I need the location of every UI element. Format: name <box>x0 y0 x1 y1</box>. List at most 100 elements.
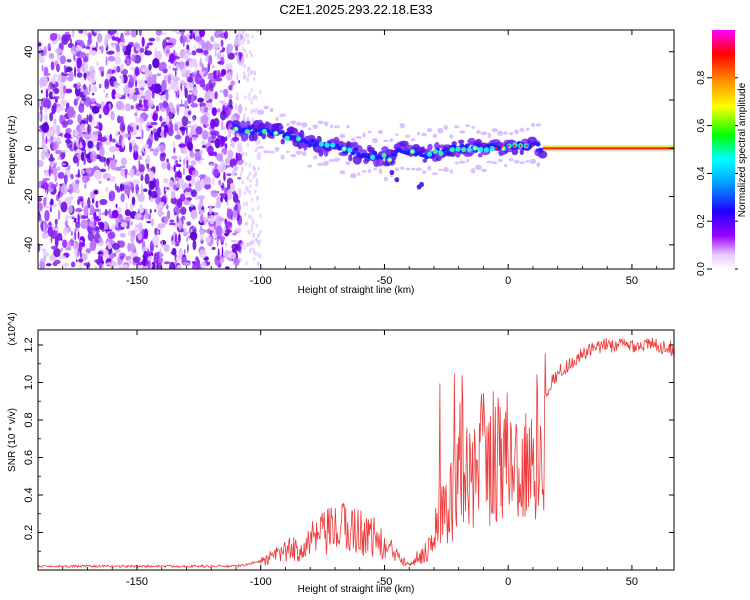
heatmap-noise-cell <box>169 53 175 63</box>
heatmap-noise-cell <box>121 138 125 149</box>
heatmap-noise-cell <box>93 30 101 34</box>
heatmap-noise-cell <box>150 190 158 199</box>
colorbar-ticks: 0.0 0.2 0.4 0.6 0.8 <box>696 70 738 276</box>
heatmap-noise-cell <box>111 209 119 219</box>
heatmap-noise-cell <box>91 216 94 221</box>
heatmap-noise-cell <box>65 108 68 113</box>
heatmap-noise-cell <box>236 210 240 214</box>
heatmap-signal-sidelobe <box>323 160 329 167</box>
heatmap-noise-cell <box>153 131 159 142</box>
heatmap-noise-cell <box>208 72 214 79</box>
heatmap-noise-cell <box>76 81 81 86</box>
heatmap-noise-cell <box>115 100 124 111</box>
heatmap-signal-sidelobe <box>529 158 537 164</box>
heatmap-noise-cell <box>255 223 258 228</box>
heatmap-noise-cell <box>58 199 62 207</box>
heatmap-noise-cell <box>257 166 260 172</box>
heatmap-noise-cell <box>77 113 82 124</box>
heatmap-noise-cell <box>144 143 149 149</box>
heatmap-noise-cell <box>178 233 181 243</box>
heatmap-noise-cell <box>111 89 117 100</box>
heatmap-noise-cell <box>134 143 137 153</box>
heatmap-noise-cell <box>47 85 51 92</box>
heatmap-signal-peak <box>274 131 278 135</box>
heatmap-signal-sidelobe <box>301 122 308 128</box>
heatmap-signal-sidelobe <box>459 130 466 134</box>
heatmap-noise-cell <box>47 226 53 237</box>
heatmap-signal-sidelobe <box>438 168 443 172</box>
heatmap-noise-cell <box>77 230 80 240</box>
heatmap-noise-cell <box>150 121 158 126</box>
heatmap-noise-cell <box>181 115 189 127</box>
heatmap-noise-cell <box>189 60 194 69</box>
heatmap-noise-cell <box>172 109 177 115</box>
heatmap-noise-cell <box>174 233 178 245</box>
heatmap-signal-peak <box>456 147 460 151</box>
heatmap-noise-cell <box>76 259 78 263</box>
heatmap-noise-cell <box>169 261 176 269</box>
heatmap-noise-cell <box>50 61 55 71</box>
heatmap-signal-sidelobe <box>487 132 492 139</box>
heatmap-noise-cell <box>134 214 142 221</box>
heatmap-noise-cell <box>249 214 253 220</box>
heatmap-noise-cell <box>130 30 137 38</box>
heatmap-noise-cell <box>252 232 255 238</box>
heatmap-signal-sidelobe <box>519 161 525 165</box>
heatmap-noise-cell <box>157 209 163 218</box>
heatmap-noise-cell <box>80 120 87 125</box>
heatmap-signal-bead <box>483 147 490 153</box>
heatmap-signal-sidelobe <box>427 165 432 171</box>
heatmap-noise-cell <box>156 73 162 77</box>
heatmap-noise-cell <box>251 95 255 101</box>
heatmap-x-tick-label: 50 <box>626 275 638 287</box>
heatmap-noise-cell <box>253 71 256 76</box>
heatmap-noise-cell <box>107 32 110 40</box>
heatmap-noise-cell <box>75 39 84 43</box>
heatmap-noise-cell <box>53 118 57 125</box>
heatmap-noise-cell <box>48 166 52 177</box>
heatmap-signal-sidelobe <box>257 109 265 115</box>
heatmap-noise-cell <box>190 103 199 108</box>
heatmap-noise-cell <box>161 79 167 92</box>
heatmap-noise-cell <box>190 160 197 166</box>
heatmap-noise-cell <box>98 83 102 89</box>
heatmap-signal-halo <box>280 138 285 145</box>
heatmap-signal-halo <box>454 151 461 158</box>
heatmap-noise-cell <box>210 189 219 198</box>
heatmap-noise-cell <box>140 53 144 58</box>
heatmap-noise-cell <box>251 197 254 203</box>
heatmap-noise-cell <box>256 140 259 146</box>
heatmap-noise-cell <box>240 168 244 173</box>
heatmap-noise-cell <box>239 172 243 177</box>
heatmap-noise-cell <box>228 84 233 91</box>
heatmap-noise-cell <box>68 183 73 195</box>
heatmap-signal-sidelobe <box>399 122 406 129</box>
heatmap-noise-cell <box>168 222 176 226</box>
heatmap-noise-cell <box>42 177 51 181</box>
heatmap-noise-cell <box>93 169 102 180</box>
heatmap-signal-sidelobe <box>465 124 470 128</box>
heatmap-noise-cell <box>247 214 251 220</box>
heatmap-signal-sidelobe <box>274 146 280 152</box>
heatmap-noise-cell <box>140 65 148 73</box>
heatmap-noise-cell <box>194 150 202 162</box>
heatmap-noise-cell <box>63 65 67 71</box>
heatmap-noise-cell <box>51 76 56 85</box>
heatmap-noise-cell <box>181 217 186 221</box>
heatmap-noise-cell <box>97 33 103 43</box>
heatmap-signal-sidelobe <box>458 160 466 164</box>
heatmap-noise-cell <box>157 230 159 234</box>
heatmap-noise-cell <box>172 140 175 149</box>
heatmap-noise-cell <box>163 178 169 184</box>
heatmap-noise-cell <box>237 33 241 44</box>
heatmap-signal-peak <box>433 150 437 153</box>
heatmap-noise-cell <box>80 123 86 132</box>
heatmap-noise-cell <box>64 133 72 139</box>
heatmap-noise-cell <box>171 76 180 82</box>
heatmap-signal-sidelobe <box>307 164 313 168</box>
heatmap-noise-cell <box>119 232 126 238</box>
heatmap-noise-cell <box>220 39 224 48</box>
heatmap-noise-cell <box>116 31 119 36</box>
colorbar-tick-label: 0.6 <box>696 118 707 132</box>
heatmap-noise-cell <box>108 208 112 219</box>
